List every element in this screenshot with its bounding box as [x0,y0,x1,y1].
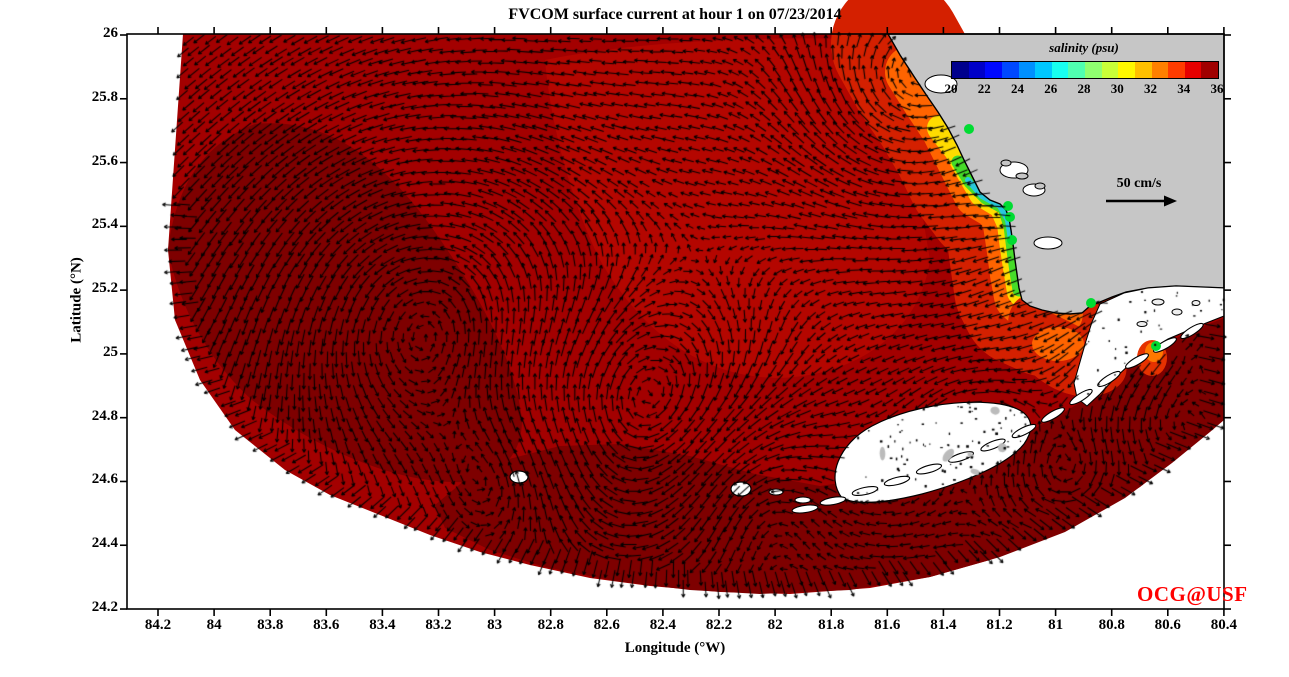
y-tick-label: 25 [103,343,118,360]
y-tick-label: 25.4 [91,216,118,233]
x-tick-label: 82 [767,617,783,633]
x-tick-label: 82.6 [593,617,620,633]
y-tick-label: 24.8 [91,407,118,424]
colorbar-tick-label: 22 [977,81,991,96]
y-tick-label: 24.6 [91,471,118,488]
colorbar-segment [952,62,969,78]
x-tick-label: 84 [206,617,222,633]
figure-title: FVCOM surface current at hour 1 on 07/23… [508,6,842,23]
y-tick-label: 24.4 [91,535,118,552]
colorbar-segment [1151,62,1169,78]
x-tick-label: 80.8 [1098,617,1125,633]
y-tick-label: 25.2 [91,280,118,297]
colorbar-segment [1134,62,1152,78]
colorbar-segment [1118,62,1135,78]
colorbar-tick-label: 20 [944,81,958,96]
x-tick-label: 81.2 [986,617,1013,633]
colorbar-segment [1184,62,1202,78]
x-tick-label: 83.8 [257,617,284,633]
x-tick-label: 82.4 [649,617,677,633]
x-tick-label: 81.8 [818,617,845,633]
x-tick-label: 80.6 [1154,617,1181,633]
x-tick-label: 81 [1048,617,1064,633]
x-tick-label: 81.4 [930,617,957,633]
x-tick-label: 83.4 [369,617,396,633]
colorbar-tick-label: 26 [1044,81,1058,96]
y-tick-label: 25.8 [91,88,118,105]
y-tick-label: 24.2 [91,599,118,616]
watermark: OCG@USF [1137,582,1248,606]
x-tick-label: 83.6 [313,617,340,633]
x-tick-label: 83.2 [425,617,452,633]
x-tick-label: 80.4 [1210,617,1238,633]
colorbar-segment [968,62,986,78]
colorbar-tick-label: 34 [1177,81,1191,96]
colorbar-tick-label: 36 [1210,81,1224,96]
axis-ticks [120,27,1231,616]
colorbar-tick-label: 24 [1011,81,1024,96]
colorbar-segment [1068,62,1085,78]
colorbar-segment [985,62,1002,78]
x-tick-label: 81.6 [874,617,901,633]
y-tick-label: 26 [103,25,118,41]
colorbar-segment [1101,62,1119,78]
colorbar-segment [1168,62,1185,78]
x-tick-label: 84.2 [144,617,172,633]
colorbar-tick-label: 28 [1077,81,1091,96]
plot-border [126,33,1225,610]
x-tick-label: 82.8 [537,617,564,633]
colorbar-title: salinity (psu) [1049,40,1119,55]
colorbar-segment [1001,62,1019,78]
x-axis-label: Longitude (°W) [624,640,726,656]
colorbar-segment [1035,62,1052,78]
colorbar-segment [1085,62,1102,78]
colorbar-segment [1051,62,1069,78]
scale-arrow [1106,195,1177,207]
colorbar-segment [1018,62,1036,78]
scale-arrow-head [1164,195,1177,207]
colorbar-tick-label: 30 [1110,81,1124,96]
x-tick-label: 83 [487,617,503,633]
y-axis-label: Latitude (°N) [68,257,85,343]
colorbar [951,61,1219,79]
scale-arrow-label: 50 cm/s [1116,176,1162,191]
colorbar-segment [1201,62,1218,78]
colorbar-tick-label: 32 [1144,81,1157,96]
y-tick-label: 25.6 [91,152,118,169]
x-tick-label: 82.2 [705,617,733,633]
